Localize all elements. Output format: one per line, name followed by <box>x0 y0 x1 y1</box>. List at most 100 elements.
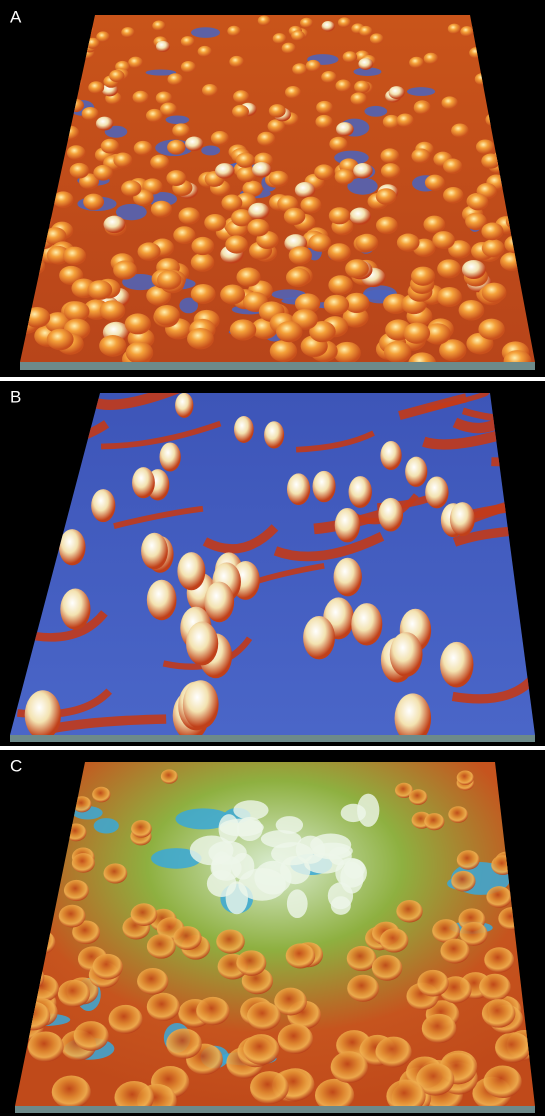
surface-feature <box>64 880 89 901</box>
surface-feature <box>201 145 220 155</box>
surface-feature <box>93 954 123 980</box>
surface-feature <box>351 603 382 645</box>
surface-feature <box>252 162 271 178</box>
surface-feature <box>450 502 475 536</box>
surface-feature <box>397 234 420 252</box>
surface-feature <box>204 214 226 231</box>
surface-feature <box>286 268 310 287</box>
surface-feature <box>440 939 469 964</box>
surface-feature <box>191 237 214 255</box>
surface-feature <box>384 341 411 363</box>
surface-feature <box>156 41 170 52</box>
surface-feature <box>376 188 397 204</box>
surface-feature <box>479 974 511 1001</box>
surface-feature <box>147 993 180 1021</box>
panel-label: B <box>10 387 21 406</box>
surface-feature <box>306 60 321 72</box>
surface-feature <box>236 153 255 168</box>
surface-edge <box>20 362 535 370</box>
surface-feature <box>128 57 143 69</box>
surface-feature <box>478 319 504 340</box>
surface-feature <box>104 863 128 883</box>
surface-feature <box>220 285 245 305</box>
surface-feature <box>397 113 414 127</box>
surface-feature <box>233 90 249 103</box>
surface-feature <box>59 529 86 565</box>
surface-feature <box>303 616 335 659</box>
surface-feature <box>187 328 214 349</box>
surface-feature <box>236 267 260 286</box>
surface-feature <box>335 169 355 185</box>
surface-feature <box>175 393 193 418</box>
surface-feature <box>380 441 401 470</box>
surface-feature <box>25 690 61 740</box>
surface-feature <box>147 934 176 959</box>
surface-feature <box>356 234 379 252</box>
surface-feature <box>185 137 203 152</box>
surface-feature <box>390 632 423 677</box>
surface-feature <box>269 104 286 117</box>
surface-feature <box>160 102 177 115</box>
surface-feature <box>370 33 384 44</box>
surface-feature <box>285 86 301 99</box>
surface-feature <box>125 313 151 334</box>
surface-feature <box>315 115 332 129</box>
surface-feature <box>204 582 234 623</box>
surface-feature <box>328 243 351 261</box>
surface-feature <box>432 231 455 249</box>
surface-feature <box>345 259 369 278</box>
surface-feature <box>131 903 158 926</box>
surface-feature <box>457 850 480 869</box>
surface-feature <box>484 947 514 972</box>
surface-feature <box>211 855 242 880</box>
surface-feature <box>269 171 289 187</box>
surface-feature <box>63 247 86 266</box>
surface-feature <box>167 73 182 85</box>
surface-feature <box>437 287 462 307</box>
surface-feature <box>347 975 379 1002</box>
surface-feature <box>314 164 334 180</box>
surface-feature <box>47 329 74 351</box>
surface-feature <box>132 467 155 498</box>
surface-feature <box>380 928 408 952</box>
surface-feature <box>313 471 336 502</box>
surface-feature <box>309 234 332 252</box>
surface-feature <box>92 787 110 803</box>
surface-feature <box>354 81 370 94</box>
surface-feature <box>247 219 269 237</box>
surface-feature <box>282 43 296 54</box>
surface-feature <box>247 1002 281 1031</box>
surface-feature <box>181 36 195 47</box>
surface-feature <box>157 270 181 289</box>
surface-feature <box>448 24 461 35</box>
surface-feature <box>211 131 229 145</box>
surface-feature <box>93 165 113 181</box>
surface-feature <box>250 1071 289 1104</box>
surface-feature <box>372 955 402 981</box>
surface-feature <box>67 145 86 160</box>
surface-feature <box>159 442 180 471</box>
surface-feature <box>96 117 113 131</box>
surface-feature <box>177 552 205 590</box>
surface-feature <box>186 622 218 666</box>
surface-feature <box>381 163 400 179</box>
surface-feature <box>227 26 240 37</box>
surface-edge <box>10 735 535 742</box>
surface-feature <box>443 187 464 203</box>
surface-feature <box>258 16 271 26</box>
surface-feature <box>457 770 474 785</box>
surface-feature <box>232 105 249 119</box>
surface-feature <box>166 1028 202 1058</box>
surface-feature <box>486 886 511 908</box>
surface-feature <box>462 260 486 279</box>
surface-feature <box>131 820 152 838</box>
surface-feature <box>300 197 321 214</box>
surface-feature <box>70 163 89 179</box>
surface-feature <box>134 141 152 156</box>
surface-feature <box>152 21 165 32</box>
surface-feature <box>133 91 149 104</box>
surface-feature <box>196 997 229 1025</box>
surface-feature <box>181 61 196 73</box>
surface-feature <box>378 498 403 532</box>
surface-feature <box>403 323 430 344</box>
